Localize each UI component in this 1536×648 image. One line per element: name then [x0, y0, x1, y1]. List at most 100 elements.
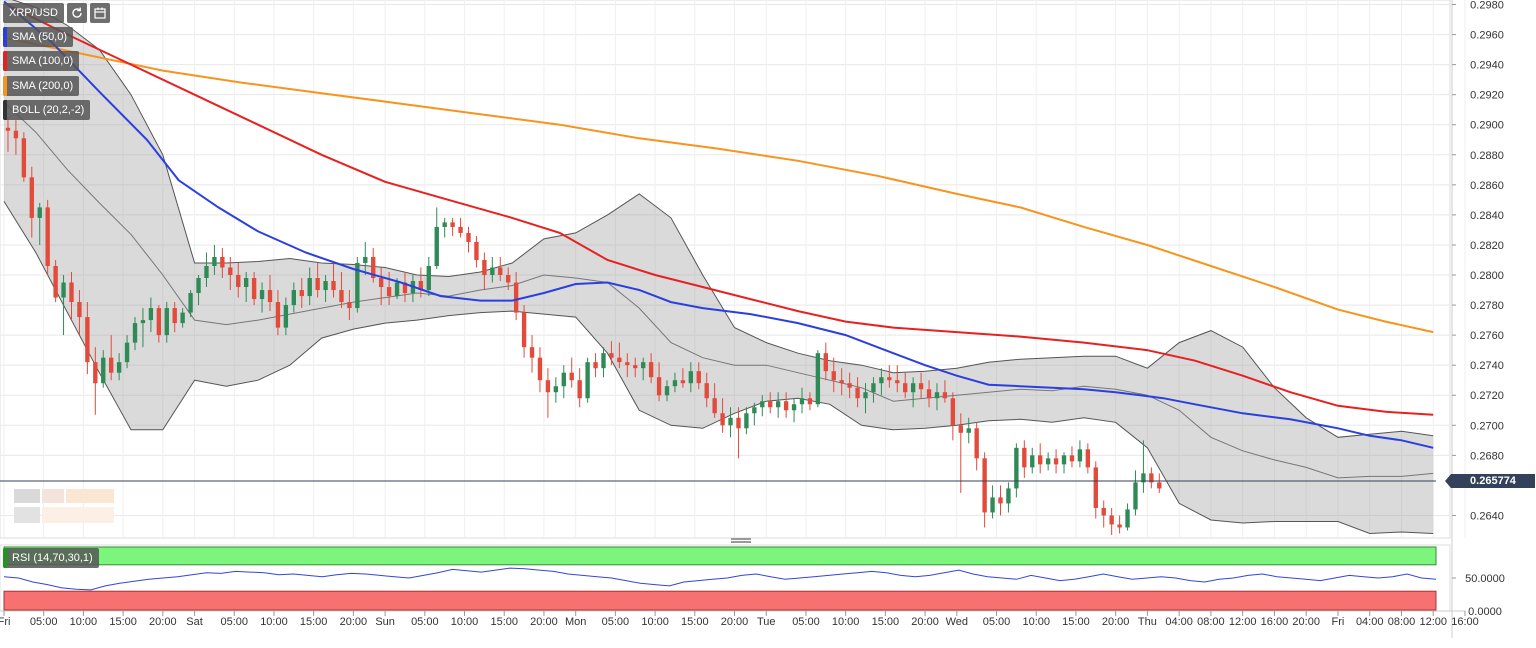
rsi-overbought-zone [3, 546, 1437, 566]
candle [1149, 467, 1154, 489]
time-tick-label: Fri [1332, 616, 1345, 628]
candle [220, 247, 225, 279]
grid [0, 0, 1466, 539]
indicator-boll[interactable]: BOLL (20,2,-2) [3, 100, 91, 120]
candle [815, 350, 821, 408]
candle [101, 350, 106, 388]
indicator-label: SMA (50,0) [12, 31, 68, 43]
candle [799, 387, 805, 414]
candle [839, 368, 844, 396]
candle [934, 383, 940, 411]
candle [498, 256, 503, 282]
price-tick-label: 0.2940 [1470, 60, 1504, 72]
time-tick-label: 20:00 [1102, 616, 1130, 628]
boll-lower-line [3, 201, 1434, 535]
indicator-rsi[interactable]: RSI (14,70,30,1) [3, 548, 99, 568]
candle [5, 117, 11, 152]
plot-frame [0, 0, 1451, 539]
time-tick-label: 10:00 [1022, 616, 1050, 628]
candle [648, 353, 654, 384]
candle [363, 241, 368, 276]
candle [1014, 443, 1019, 498]
candle [712, 383, 717, 418]
candle [736, 407, 741, 459]
candle [974, 422, 979, 471]
time-tick-label: Tue [757, 616, 776, 628]
candle [236, 262, 241, 298]
candle [109, 335, 114, 381]
candle [1117, 515, 1122, 534]
time-tick-label: 20:00 [1292, 616, 1320, 628]
candle [164, 302, 169, 343]
price-axis: 0.2980 0.2960 0.2940 0.2920 0.2900 0.2880 0.28… [1451, 0, 1504, 638]
candle [418, 267, 424, 298]
indicator-label: BOLL (20,2,-2) [12, 104, 85, 116]
candle [85, 302, 90, 375]
candle [267, 275, 273, 312]
sma50-line [3, 0, 1434, 449]
indicator-sma100[interactable]: SMA (100,0) [3, 51, 80, 71]
price-tick-label: 0.2680 [1470, 450, 1504, 462]
candle [196, 275, 201, 306]
candle [1061, 452, 1067, 474]
time-tick-label: 12:00 [1419, 616, 1447, 628]
moving-averages [3, 0, 1434, 449]
candle [521, 305, 527, 358]
time-tick-label: 20:00 [721, 616, 749, 628]
pane-divider-handle[interactable] [731, 538, 751, 543]
candle [1093, 461, 1098, 519]
candle [283, 297, 289, 336]
price-tick-label: 0.2840 [1470, 210, 1504, 222]
time-tick-label: 15:00 [109, 616, 137, 628]
candle [37, 202, 42, 245]
candle [466, 226, 471, 253]
time-tick-label: 05:00 [30, 616, 58, 628]
candle [69, 272, 74, 321]
candle [561, 365, 566, 399]
sma200-line [3, 36, 1434, 334]
candle [21, 132, 27, 182]
candle [1077, 440, 1083, 468]
price-tick-label: 0.2640 [1470, 510, 1504, 522]
candle [910, 377, 916, 408]
candle [490, 256, 495, 283]
candle [664, 380, 670, 402]
indicator-sma200[interactable]: SMA (200,0) [3, 76, 80, 96]
candle [148, 297, 154, 333]
candle [180, 308, 185, 328]
candle [1069, 446, 1075, 468]
candle [156, 305, 162, 343]
price-tick-label: 0.2900 [1470, 120, 1504, 132]
candle [482, 252, 487, 291]
candle [13, 120, 19, 155]
candle [371, 247, 376, 283]
candle [950, 392, 956, 441]
symbol-label[interactable]: XRP/USD [3, 3, 64, 23]
blurred-watermark [10, 487, 118, 529]
indicator-sma50[interactable]: SMA (50,0) [3, 27, 74, 47]
refresh-icon[interactable] [66, 3, 87, 23]
time-tick-label: 15:00 [300, 616, 328, 628]
candle [124, 335, 130, 369]
candle [641, 357, 646, 381]
candle [545, 368, 551, 418]
candle [807, 392, 813, 411]
price-tick-label: 0.2740 [1470, 360, 1504, 372]
time-tick-label: 05:00 [221, 616, 249, 628]
candle [895, 365, 900, 393]
candle [855, 377, 860, 408]
rsi-oversold-zone [3, 590, 1437, 611]
time-tick-label: Sat [186, 616, 203, 628]
time-tick-label: 08:00 [1388, 616, 1416, 628]
time-tick-label: 20:00 [149, 616, 177, 628]
candle [204, 252, 209, 288]
calendar-icon[interactable] [89, 3, 110, 23]
candle [926, 380, 932, 408]
rsi-tick-label: 0.0000 [1468, 606, 1502, 618]
candle [458, 217, 463, 238]
candle [982, 452, 987, 528]
boll-mid-line [3, 101, 1434, 479]
candle [212, 244, 217, 276]
